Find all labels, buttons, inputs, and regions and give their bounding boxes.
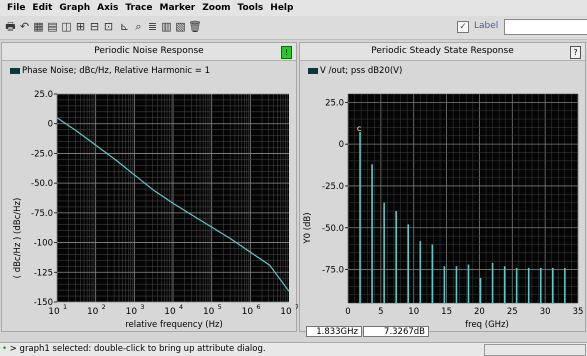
x-tick-label: 5 — [378, 307, 383, 317]
pss-response-panel[interactable]: Periodic Steady State Response ? V /out;… — [299, 42, 586, 332]
x-tick-label: 10 — [164, 307, 176, 317]
split-icon[interactable]: ◫ — [61, 20, 72, 33]
x-tick-label: 10 — [280, 307, 292, 317]
y-tick-label: -150 — [34, 298, 53, 308]
y-tick-label: -50.0 — [31, 179, 53, 189]
plot-area — [348, 94, 578, 303]
chart-icon[interactable]: ▥ — [161, 20, 172, 33]
y-tick-label: -25.0 — [31, 149, 53, 159]
x-tick-label: 10 — [242, 307, 254, 317]
status-text: > graph1 selected: double-click to bring… — [9, 344, 266, 354]
x-tick-exponent: 1 — [63, 303, 67, 311]
marker-label: c — [357, 124, 361, 133]
axis-icon[interactable]: ⊾ — [119, 20, 130, 33]
y-tick-label: -25.0 — [322, 182, 344, 192]
x-tick-label: 25 — [507, 307, 518, 317]
y-tick-label: -125 — [34, 268, 53, 278]
y-tick-label: 25.0 — [34, 90, 53, 100]
marker-y-readout: 7.3267dB — [363, 326, 429, 337]
x-tick-exponent: 3 — [140, 303, 144, 311]
delete-icon[interactable]: 🗑 — [188, 20, 202, 33]
status-bar: • > graph1 selected: double-click to bri… — [0, 342, 587, 356]
marker-x-readout: 1.833GHz — [306, 326, 362, 337]
table-icon[interactable]: ≣ — [147, 20, 158, 33]
strip-icon[interactable]: ▤ — [47, 20, 58, 33]
x-tick-exponent: 2 — [102, 303, 106, 311]
y-tick-label: 0 — [48, 120, 53, 130]
x-tick-label: 10 — [408, 307, 419, 317]
y-tick-label: -50.0 — [322, 224, 344, 234]
status-field — [484, 344, 586, 356]
properties-icon[interactable]: ▧ — [175, 20, 186, 33]
y-tick-label: 0 — [339, 140, 344, 150]
x-tick-exponent: 5 — [218, 303, 222, 311]
menu-marker[interactable]: Marker — [159, 3, 196, 13]
x-tick-label: 10 — [126, 307, 138, 317]
y-tick-label: -75.0 — [322, 266, 344, 276]
legend-label: Phase Noise; dBc/Hz, Relative Harmonic =… — [22, 66, 211, 76]
toolbar: 🖶 ↶ ▦ ▤ ◫ ⊞ ⊟ ⊡ ⊾ ⌕ ≣ ▥ ▧ 🗑 ✓ Label — [0, 16, 587, 40]
x-tick-label: 0 — [345, 307, 350, 317]
menu-zoom[interactable]: Zoom — [202, 3, 231, 13]
noise-response-panel[interactable]: Periodic Noise Response ! Phase Noise; d… — [1, 42, 298, 333]
subwindow-icon[interactable]: ⊞ — [75, 20, 86, 33]
panel-title: Periodic Noise Response — [2, 43, 296, 61]
legend-label: V /out; pss dB20(V) — [320, 66, 403, 76]
y-tick-label: 25.0 — [325, 98, 344, 108]
x-tick-exponent: 4 — [179, 303, 183, 311]
print-icon[interactable]: 🖶 — [5, 20, 16, 33]
menu-bar: File Edit Graph Axis Trace Marker Zoom Tools Hel… — [0, 0, 587, 16]
x-tick-label: 10 — [87, 307, 99, 317]
menu-help[interactable]: Help — [270, 3, 294, 13]
status-badge: ! — [281, 46, 292, 59]
x-tick-label: 10 — [48, 307, 60, 317]
x-tick-label: 15 — [441, 307, 452, 317]
undo-icon[interactable]: ↶ — [19, 20, 30, 33]
menu-trace[interactable]: Trace — [125, 3, 153, 13]
x-tick-label: 35 — [573, 307, 584, 317]
grid-icon[interactable]: ▦ — [33, 20, 44, 33]
x-tick-label: 30 — [540, 307, 551, 317]
legend: Phase Noise; dBc/Hz, Relative Harmonic =… — [10, 66, 210, 76]
status-arrow-icon: • — [2, 344, 8, 354]
phase-noise-trace — [56, 117, 290, 292]
x-tick-exponent: 6 — [256, 303, 260, 311]
label-input[interactable] — [504, 19, 587, 35]
legend: V /out; pss dB20(V) — [308, 66, 402, 76]
panel-title: Periodic Steady State Response — [300, 43, 585, 61]
x-tick-label: 10 — [203, 307, 215, 317]
label-checkbox[interactable]: ✓ — [457, 21, 469, 33]
menu-graph[interactable]: Graph — [59, 3, 91, 13]
label-text: Label — [474, 21, 499, 31]
zoom-in-icon[interactable]: ⌕ — [135, 20, 142, 33]
menu-tools[interactable]: Tools — [237, 3, 264, 13]
y-tick-label: -75.0 — [31, 209, 53, 219]
menu-edit[interactable]: Edit — [32, 3, 53, 13]
pss-plot[interactable]: c 25.0 0 -25.0 -50.0 -75.0 0 5 10 15 20 25 30 35 — [300, 43, 587, 333]
x-tick-label: 20 — [474, 307, 485, 317]
x-tick-exponent: 7 — [295, 303, 298, 311]
legend-swatch — [308, 67, 318, 74]
y-tick-label: -100 — [34, 239, 53, 249]
x-axis-label: relative frequency (Hz) — [125, 320, 223, 330]
subwindow-2-icon[interactable]: ⊟ — [89, 20, 100, 33]
x-axis-label: freq (GHz) — [465, 320, 509, 330]
legend-swatch — [10, 67, 20, 74]
menu-file[interactable]: File — [7, 3, 26, 13]
menu-axis[interactable]: Axis — [97, 3, 119, 13]
help-badge[interactable]: ? — [570, 46, 581, 59]
subwindow-3-icon[interactable]: ⊡ — [103, 20, 114, 33]
